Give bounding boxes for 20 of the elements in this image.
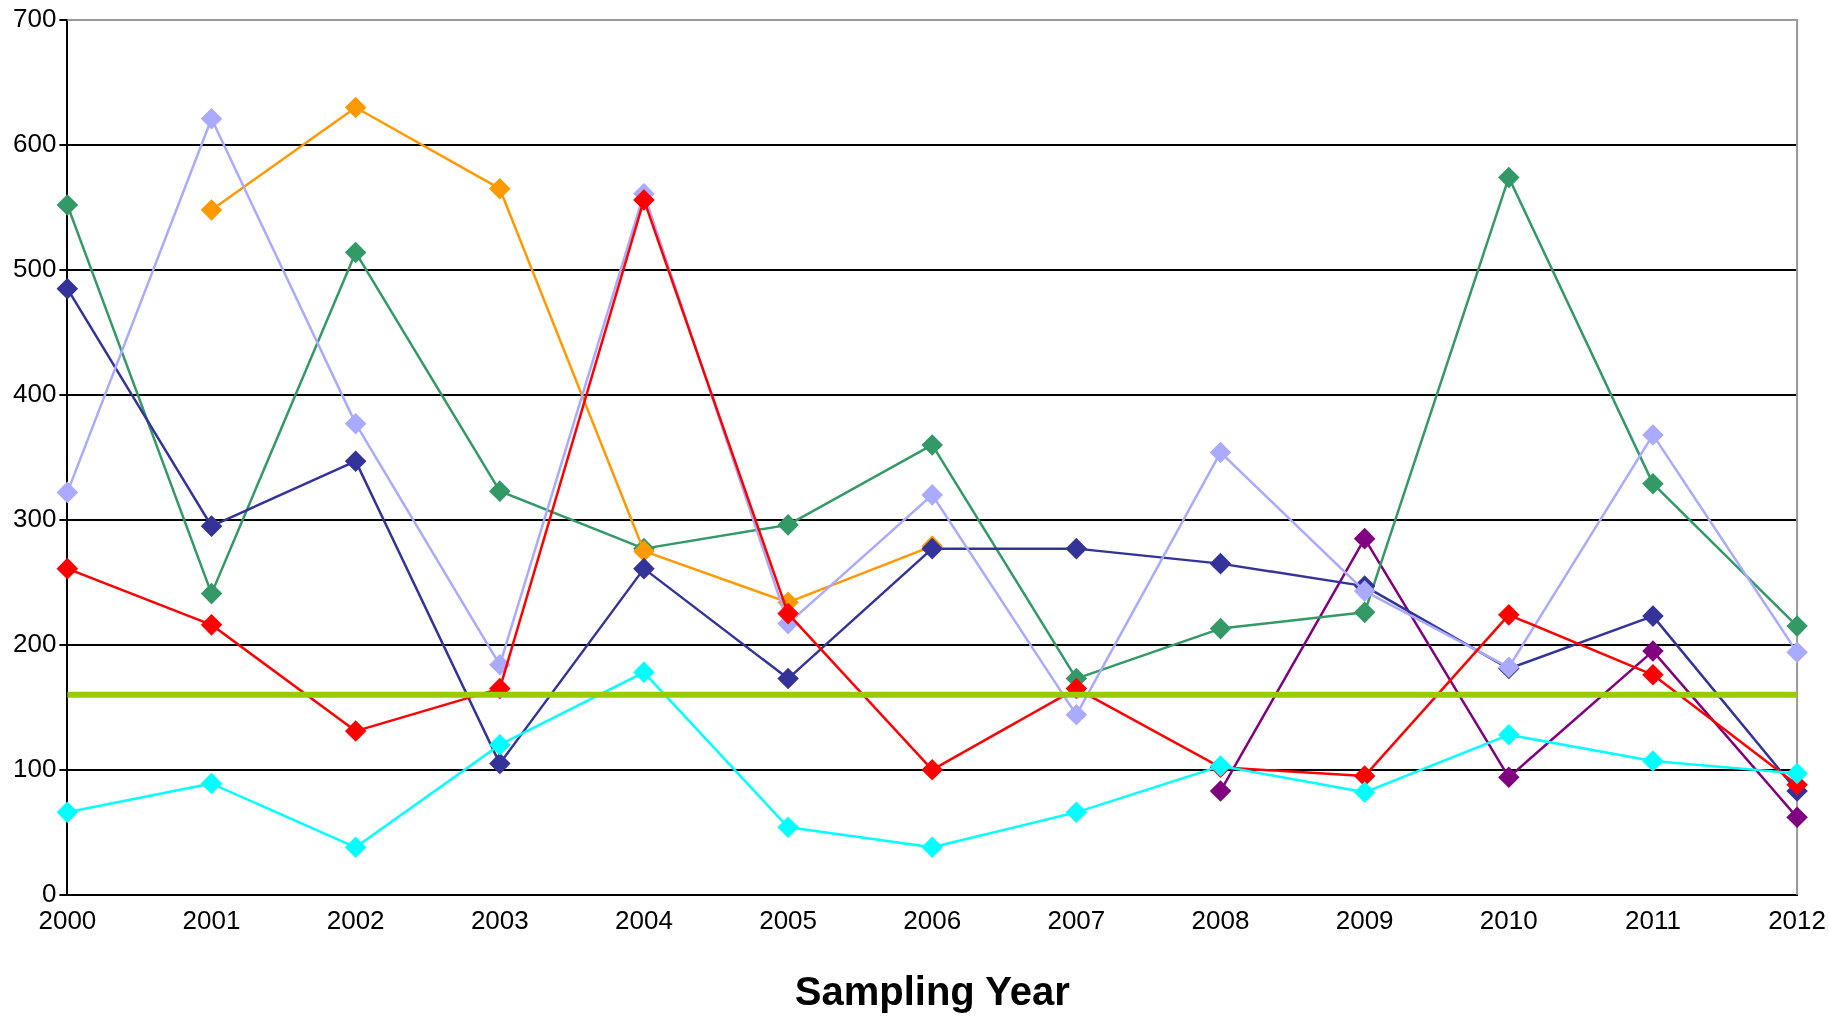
x-tick-label: 2011 (1624, 904, 1681, 935)
x-tick-label: 2010 (1479, 904, 1538, 935)
x-tick-label: 2012 (1768, 904, 1826, 935)
y-tick-label: 300 (12, 503, 57, 534)
x-tick-label: 2007 (1047, 904, 1106, 935)
y-tick-label: 700 (12, 3, 57, 34)
x-tick-label: 2003 (470, 904, 529, 935)
x-tick-label: 2006 (903, 904, 962, 935)
x-tick-label: 2001 (182, 904, 241, 935)
y-tick-label: 600 (12, 128, 57, 159)
x-axis-title: Sampling Year (794, 969, 1070, 1014)
x-tick-label: 2004 (615, 904, 673, 935)
x-tick-label: 2009 (1335, 904, 1394, 935)
x-tick-label: 2008 (1191, 904, 1250, 935)
y-tick-label: 200 (12, 628, 57, 659)
x-tick-label: 2005 (759, 904, 818, 935)
x-tick-label: 2002 (326, 904, 385, 935)
y-tick-label: 100 (12, 753, 57, 783)
y-tick-label: 400 (12, 378, 57, 409)
y-tick-label: 500 (12, 253, 57, 284)
